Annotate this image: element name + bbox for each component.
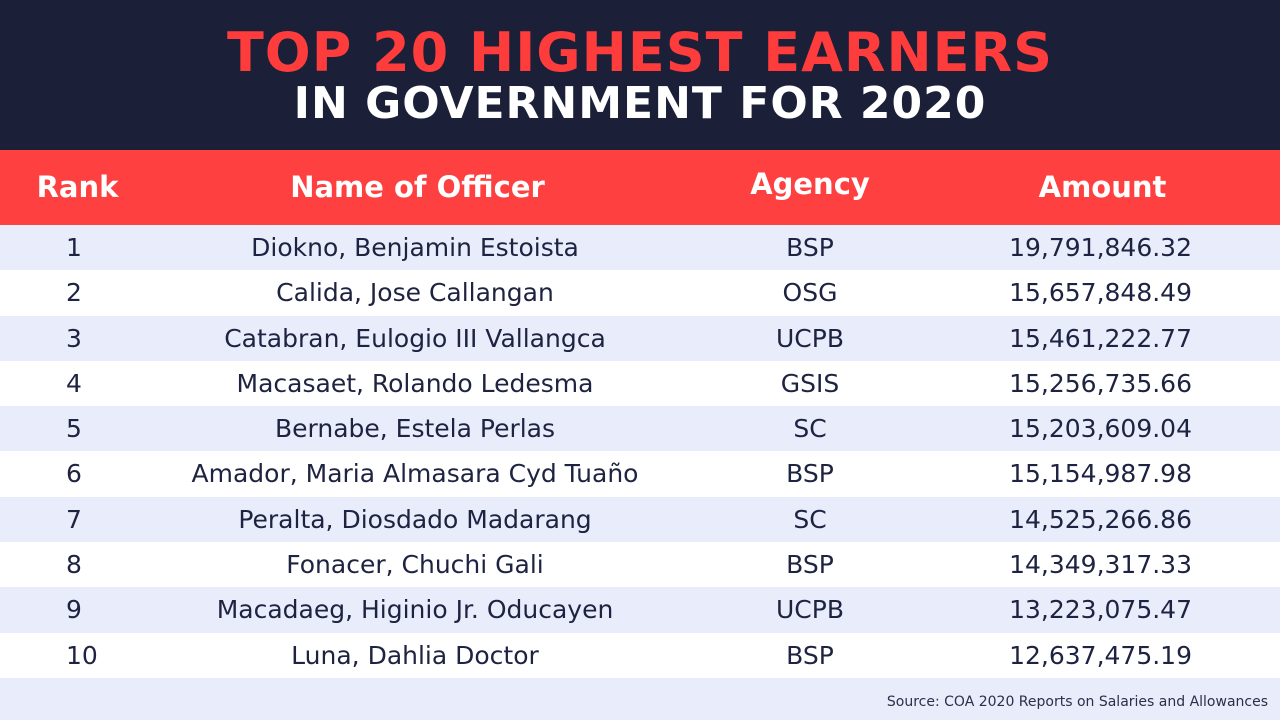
agency-cell: BSP (786, 550, 834, 580)
rank-cell: 1 (66, 233, 82, 262)
rank-cell: 2 (66, 278, 82, 308)
name-cell: Peralta, Diosdado Madarang (238, 504, 592, 534)
table-row: 9 Macadaeg, Higinio Jr. Oducayen UCPB 13… (0, 587, 1280, 633)
agency-cell: SC (793, 504, 827, 534)
title-line-2: IN GOVERNMENT FOR 2020 (293, 78, 987, 129)
rank-cell: 8 (66, 550, 82, 580)
source-note: Source: COA 2020 Reports on Salaries and… (886, 694, 1268, 710)
agency-cell: GSIS (780, 368, 840, 398)
amount-cell: 12,637,475.19 (1009, 640, 1192, 670)
agency-cell: UCPB (776, 595, 844, 625)
name-cell: Catabran, Eulogio III Vallangca (224, 323, 606, 353)
table-row: 10 Luna, Dahlia Doctor BSP 12,637,475.19 (0, 632, 1280, 678)
amount-cell: 15,203,609.04 (1009, 414, 1192, 444)
table-row: 1 Diokno, Benjamin Estoista BSP 19,791,8… (0, 225, 1280, 271)
name-cell: Bernabe, Estela Perlas (274, 414, 556, 444)
title-banner: TOP 20 HIGHEST EARNERS IN GOVERNMENT FOR… (0, 0, 1280, 150)
amount-cell: 14,349,317.33 (1009, 550, 1192, 580)
rank-cell: 6 (66, 459, 82, 489)
table-row: 6 Amador, Maria Almasara Cyd Tuaño BSP 1… (0, 451, 1280, 497)
table-body: 1 Diokno, Benjamin Estoista BSP 19,791,8… (0, 225, 1280, 678)
table-row: 7 Peralta, Diosdado Madarang SC 14,525,2… (0, 496, 1280, 543)
name-cell: Amador, Maria Almasara Cyd Tuaño (191, 459, 639, 489)
rank-cell: 4 (66, 368, 82, 398)
rank-cell: 3 (66, 323, 82, 353)
table-row: 8 Fonacer, Chuchi Gali BSP 14,349,317.33 (0, 542, 1280, 588)
table-row: 4 Macasaet, Rolando Ledesma GSIS 15,256,… (0, 360, 1280, 407)
column-header-amount: Amount (1038, 170, 1167, 204)
agency-cell: BSP (786, 640, 834, 670)
table-header: Rank Name of Officer Agency Amount (0, 150, 1280, 225)
agency-cell: SC (793, 414, 827, 444)
agency-cell: BSP (786, 459, 834, 489)
amount-cell: 19,791,846.32 (1009, 233, 1192, 262)
amount-cell: 15,461,222.77 (1009, 323, 1192, 353)
title-line-1: TOP 20 HIGHEST EARNERS (226, 21, 1054, 84)
name-cell: Macasaet, Rolando Ledesma (236, 368, 594, 398)
column-header-rank: Rank (36, 170, 119, 204)
agency-cell: UCPB (776, 323, 844, 353)
amount-cell: 14,525,266.86 (1009, 504, 1192, 534)
column-header-agency: Agency (750, 167, 870, 201)
name-cell: Calida, Jose Callangan (276, 278, 554, 308)
rank-cell: 7 (66, 504, 82, 534)
amount-cell: 15,154,987.98 (1009, 459, 1192, 489)
rank-cell: 9 (66, 595, 82, 625)
amount-cell: 15,657,848.49 (1009, 278, 1192, 308)
column-header-name: Name of Officer (290, 170, 545, 204)
amount-cell: 13,223,075.47 (1009, 595, 1192, 625)
agency-cell: BSP (786, 233, 834, 262)
name-cell: Luna, Dahlia Doctor (291, 640, 539, 670)
amount-cell: 15,256,735.66 (1009, 368, 1192, 398)
name-cell: Diokno, Benjamin Estoista (251, 233, 579, 262)
name-cell: Macadaeg, Higinio Jr. Oducayen (216, 595, 614, 625)
agency-cell: OSG (782, 278, 838, 308)
rank-cell: 10 (66, 640, 98, 670)
name-cell: Fonacer, Chuchi Gali (286, 550, 544, 580)
table-row: 2 Calida, Jose Callangan OSG 15,657,848.… (0, 270, 1280, 316)
table-row: 3 Catabran, Eulogio III Vallangca UCPB 1… (0, 315, 1280, 361)
rank-cell: 5 (66, 414, 82, 444)
table-row: 5 Bernabe, Estela Perlas SC 15,203,609.0… (0, 406, 1280, 452)
